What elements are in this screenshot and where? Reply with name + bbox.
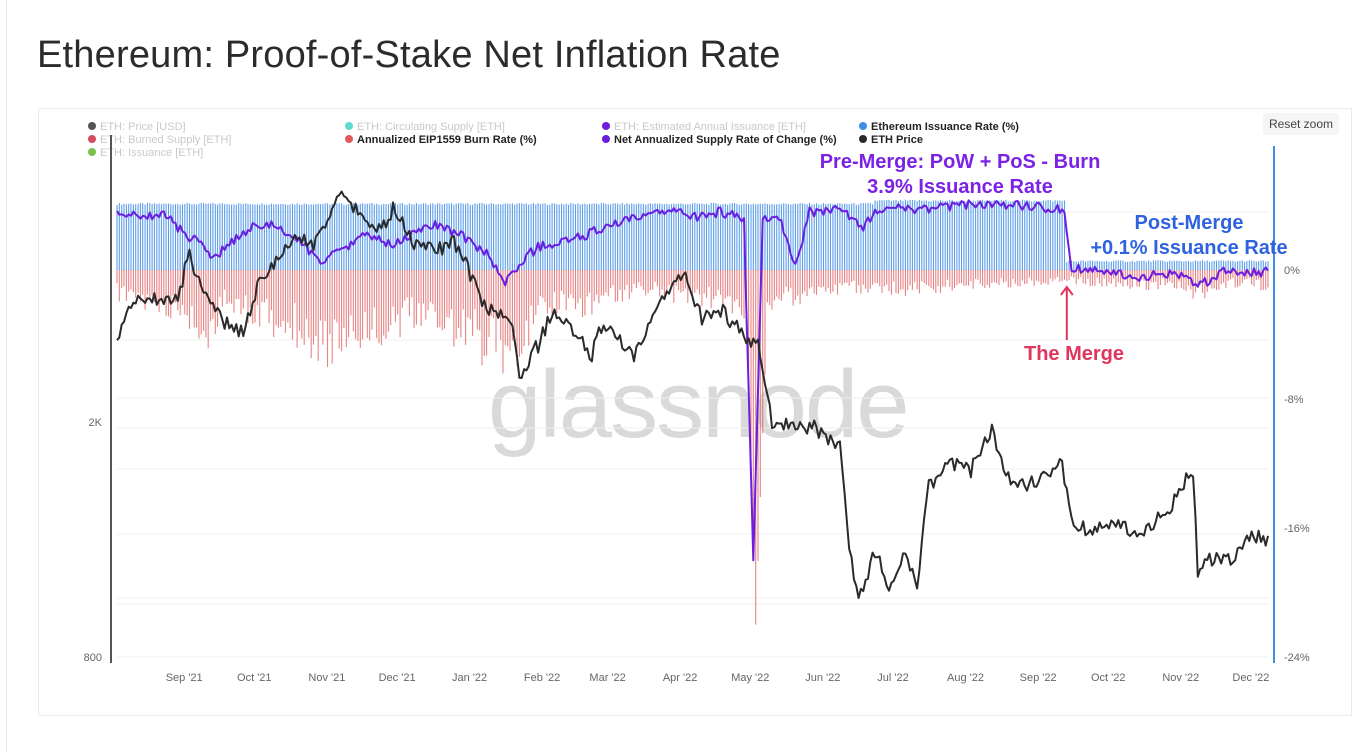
pre-merge-line1: Pre-Merge: PoW + PoS - Burn — [819, 151, 1101, 173]
legend-item-net-supply-rate[interactable]: Net Annualized Supply Rate of Change (%) — [602, 134, 837, 147]
legend-dot-icon — [859, 122, 867, 130]
post-merge-line1: Post-Merge — [1134, 212, 1244, 234]
right-tick-label: -24% — [1284, 652, 1310, 664]
x-tick-label: Mar '22 — [589, 672, 625, 684]
legend-item-estimated-annual-issuance[interactable]: ETH: Estimated Annual Issuance [ETH] — [602, 121, 806, 134]
legend-dot-icon — [345, 135, 353, 143]
merge-arrow-head — [1060, 285, 1074, 296]
x-tick-label: Aug '22 — [947, 672, 984, 684]
legend-label: ETH: Burned Supply [ETH] — [100, 134, 232, 146]
merge-arrow-icon — [1060, 285, 1074, 340]
x-tick-label: Feb '22 — [524, 672, 560, 684]
legend-label: ETH: Circulating Supply [ETH] — [357, 121, 505, 133]
legend-dot-icon — [345, 122, 353, 130]
x-tick-label: Nov '21 — [308, 672, 345, 684]
x-tick-label: May '22 — [731, 672, 769, 684]
legend-item-eth-price[interactable]: ETH Price — [859, 134, 923, 147]
x-tick-label: Sep '21 — [166, 672, 203, 684]
legend-dot-icon — [602, 122, 610, 130]
legend-item-issuance[interactable]: ETH: Issuance [ETH] — [88, 147, 203, 160]
x-tick-label: Dec '22 — [1232, 672, 1269, 684]
axes — [110, 135, 1275, 663]
left-border-rule — [6, 0, 7, 752]
legend-dot-icon — [859, 135, 867, 143]
x-tick-label: Jun '22 — [805, 672, 840, 684]
x-tick-label: Apr '22 — [663, 672, 698, 684]
pre-merge-annotation: Pre-Merge: PoW + PoS - Burn 3.9% Issuanc… — [812, 150, 1108, 200]
left-axis-ticks: 2K 800 — [84, 417, 103, 664]
legend-item-burn-rate[interactable]: Annualized EIP1559 Burn Rate (%) — [345, 134, 537, 147]
right-tick-label: -8% — [1284, 394, 1304, 406]
the-merge-annotation: The Merge — [1023, 343, 1125, 365]
x-axis-ticks: Sep '21 Oct '21 Nov '21 Dec '21 Jan '22 Feb '… — [166, 672, 1270, 684]
legend-label: ETH Price — [871, 134, 923, 146]
legend-label: ETH: Estimated Annual Issuance [ETH] — [614, 121, 806, 133]
legend-label: ETH: Issuance [ETH] — [100, 147, 204, 159]
legend-dot-icon — [88, 122, 96, 130]
eth-price-line — [116, 190, 1269, 599]
pre-merge-line2: 3.9% Issuance Rate — [867, 176, 1053, 198]
right-tick-label: 0% — [1284, 265, 1300, 277]
left-tick-label: 800 — [84, 652, 102, 664]
net-supply-rate-line — [116, 199, 1269, 562]
post-merge-annotation: Post-Merge +0.1% Issuance Rate — [1082, 211, 1296, 261]
page-title: Ethereum: Proof-of-Stake Net Inflation R… — [37, 34, 781, 76]
burn-rate-bars — [116, 270, 1269, 625]
right-axis-ticks: 0% -8% -16% -24% — [1284, 265, 1310, 664]
legend-label: Ethereum Issuance Rate (%) — [871, 121, 1019, 133]
reset-zoom-button[interactable]: Reset zoom — [1263, 113, 1339, 135]
legend-label: Annualized EIP1559 Burn Rate (%) — [357, 134, 537, 146]
x-tick-label: Jan '22 — [452, 672, 487, 684]
x-tick-label: Sep '22 — [1020, 672, 1057, 684]
right-tick-label: -16% — [1284, 523, 1310, 535]
legend-item-eth-price-usd[interactable]: ETH: Price [USD] — [88, 121, 186, 134]
legend-label: ETH: Price [USD] — [100, 121, 186, 133]
issuance-rate-bars — [116, 199, 1269, 270]
post-merge-line2: +0.1% Issuance Rate — [1090, 237, 1288, 259]
x-tick-label: Dec '21 — [379, 672, 416, 684]
legend-item-issuance-rate[interactable]: Ethereum Issuance Rate (%) — [859, 121, 1019, 134]
x-tick-label: Oct '21 — [237, 672, 272, 684]
legend-item-burned-supply[interactable]: ETH: Burned Supply [ETH] — [88, 134, 231, 147]
x-tick-label: Jul '22 — [877, 672, 908, 684]
glassnode-watermark: glassnode — [488, 351, 910, 458]
legend-dot-icon — [88, 135, 96, 143]
x-tick-label: Oct '22 — [1091, 672, 1126, 684]
legend-dot-icon — [88, 148, 96, 156]
x-tick-label: Nov '22 — [1162, 672, 1199, 684]
left-tick-label: 2K — [89, 417, 103, 429]
legend-item-circulating-supply[interactable]: ETH: Circulating Supply [ETH] — [345, 121, 505, 134]
series-lines — [116, 190, 1269, 599]
legend-dot-icon — [602, 135, 610, 143]
legend-label: Net Annualized Supply Rate of Change (%) — [614, 134, 837, 146]
